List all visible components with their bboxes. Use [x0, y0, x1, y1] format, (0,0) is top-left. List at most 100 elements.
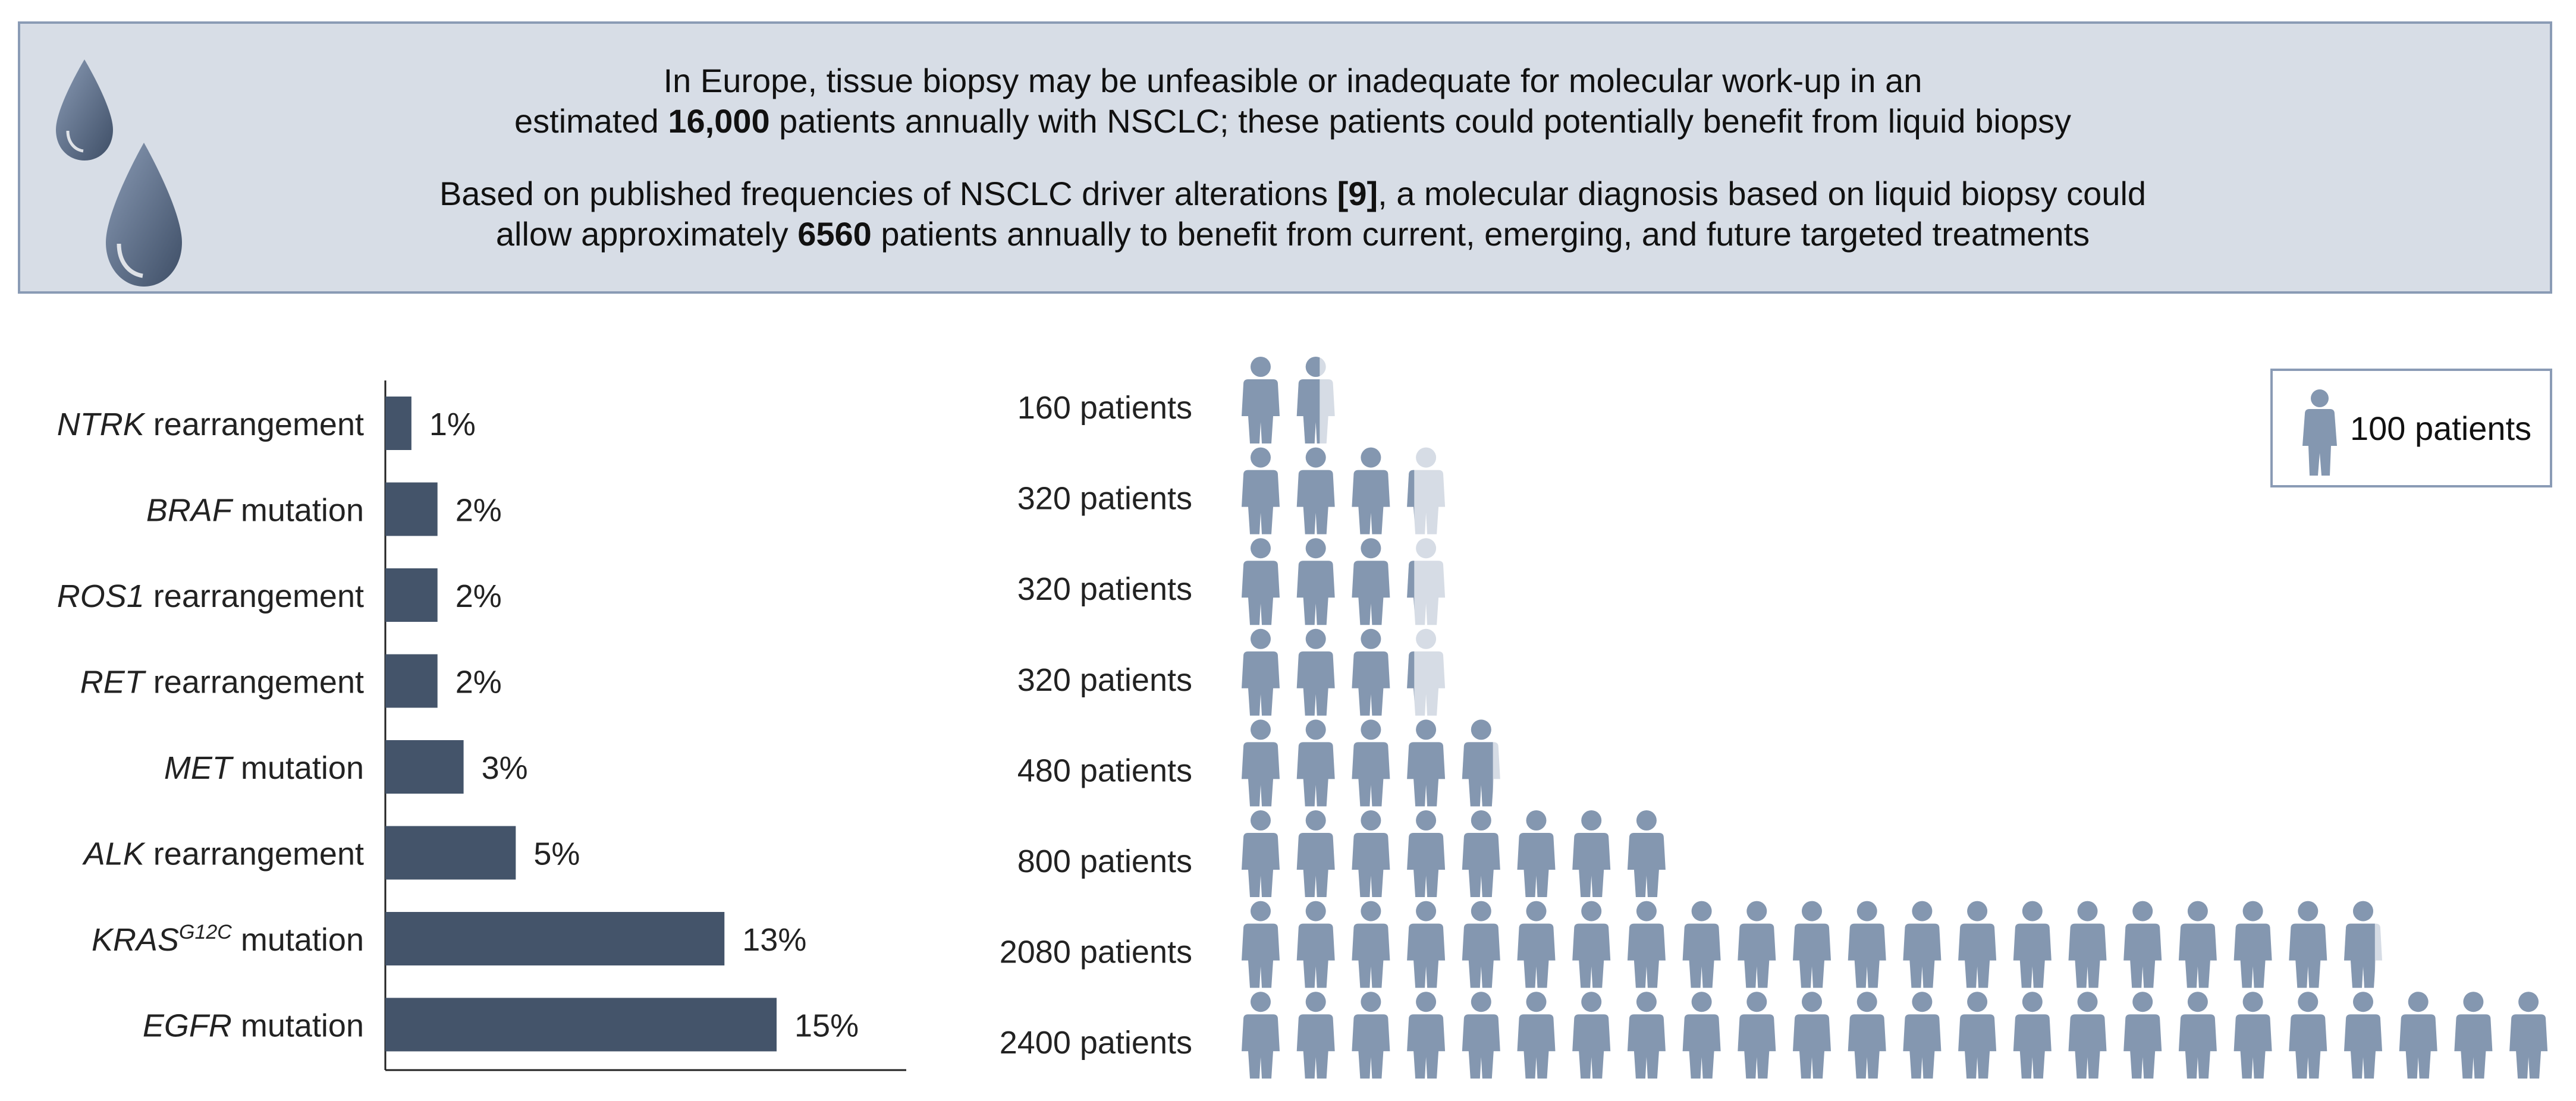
person-icon: [1407, 810, 1446, 897]
person-head: [1746, 992, 1767, 1012]
person-body: [1627, 1014, 1666, 1079]
category-label: ROS1 rearrangement: [57, 578, 364, 614]
person-head: [2518, 992, 2539, 1012]
person-body: [2123, 923, 2162, 988]
person-icon: [1958, 901, 1997, 988]
data-label: 13%: [742, 922, 806, 958]
person-body: [1242, 742, 1280, 807]
banner-text: In Europe, tissue biopsy may be unfeasib…: [663, 62, 1922, 99]
bar: [385, 482, 438, 536]
person-icon: [1407, 992, 1446, 1079]
person-body: [1517, 833, 1556, 897]
person-icon: [1296, 628, 1335, 716]
person-body: [1242, 833, 1280, 897]
person-head: [2242, 901, 2263, 921]
person-icon: [1296, 719, 1335, 807]
banner-line: In Europe, tissue biopsy may be unfeasib…: [270, 61, 2316, 101]
person-icon: [2123, 992, 2162, 1079]
person-head: [1471, 810, 1491, 831]
person-body: [1407, 561, 1415, 609]
person-icon: [2233, 992, 2272, 1079]
person-head: [1361, 538, 1381, 559]
person-full: [2233, 901, 2272, 988]
person-body: [2289, 923, 2327, 988]
person-icon: [2123, 901, 2162, 988]
person-faded: [1407, 447, 1446, 534]
data-label: 15%: [794, 1008, 859, 1044]
row-label: 320 patients: [1017, 481, 1192, 517]
banner-paragraph-2: Based on published frequencies of NSCLC …: [270, 174, 2316, 254]
person-body: [1903, 1014, 1942, 1079]
person-icon: [1352, 628, 1390, 716]
person-full: [1242, 538, 1280, 625]
person-head: [1471, 901, 1491, 921]
person-head: [1305, 901, 1326, 921]
person-body: [1848, 1014, 1886, 1079]
person-full: [1352, 447, 1390, 534]
person-body: [1296, 379, 1320, 443]
gene-name: RET: [80, 665, 147, 700]
person-head: [1416, 719, 1437, 740]
person-head: [1305, 719, 1326, 740]
person-body: [1407, 651, 1446, 716]
person-body: [1407, 561, 1446, 625]
person-full: [1242, 719, 1280, 807]
bar: [385, 654, 438, 708]
banner-highlight: 16,000: [668, 102, 770, 140]
person-body: [1462, 923, 1500, 988]
person-icon: [2344, 901, 2382, 988]
category-label: RET rearrangement: [80, 665, 364, 700]
gene-name: ALK: [82, 836, 146, 872]
person-head: [1471, 992, 1491, 1012]
person-body: [2233, 1014, 2272, 1079]
person-body: [1517, 1014, 1556, 1079]
person-body: [1242, 1014, 1280, 1079]
person-icon: [1407, 538, 1446, 625]
category-label: MET mutation: [164, 750, 364, 786]
person-icon: [2233, 901, 2272, 988]
bar: [385, 912, 725, 965]
person-icon: [1296, 992, 1335, 1079]
person-icon: [1296, 538, 1335, 625]
person-full: [1352, 719, 1390, 807]
person-full: [2068, 901, 2107, 988]
person-head: [1416, 810, 1437, 831]
person-body: [1296, 833, 1335, 897]
person-full: [1682, 901, 1721, 988]
legend: 100 patients: [2270, 369, 2552, 487]
alteration-type: rearrangement: [144, 836, 364, 872]
person-icon: [1242, 810, 1280, 897]
person-head: [1361, 992, 1381, 1012]
person-head: [1746, 901, 1767, 921]
person-body: [1682, 1014, 1721, 1079]
person-full: [2178, 992, 2217, 1079]
person-head: [1636, 810, 1657, 831]
person-head: [1526, 901, 1547, 921]
person-head: [2298, 992, 2319, 1012]
person-body: [1296, 742, 1335, 807]
person-head: [2353, 901, 2373, 921]
bar: [385, 397, 411, 450]
person-full: [1242, 810, 1280, 897]
person-head: [2022, 992, 2043, 1012]
person-body: [1242, 651, 1280, 716]
banner-text: Based on published frequencies of NSCLC …: [439, 175, 1337, 212]
person-body: [1738, 923, 1776, 988]
person-body: [1682, 923, 1721, 988]
person-head: [1305, 538, 1326, 559]
person-body: [1462, 1014, 1500, 1079]
person-head: [2408, 992, 2429, 1012]
person-icon: [1627, 992, 1666, 1079]
person-head: [1967, 901, 1988, 921]
person-full: [1517, 901, 1556, 988]
data-label: 2%: [455, 493, 502, 529]
gene-name: KRAS: [92, 922, 179, 958]
data-label: 2%: [455, 578, 502, 614]
banner-text: estimated: [514, 102, 668, 140]
person-body: [2233, 923, 2272, 988]
person-full: [1462, 810, 1500, 897]
person-icon: [2399, 992, 2437, 1079]
person-icon: [1407, 628, 1446, 716]
person-full: [1242, 992, 1280, 1079]
person-head: [1526, 810, 1547, 831]
